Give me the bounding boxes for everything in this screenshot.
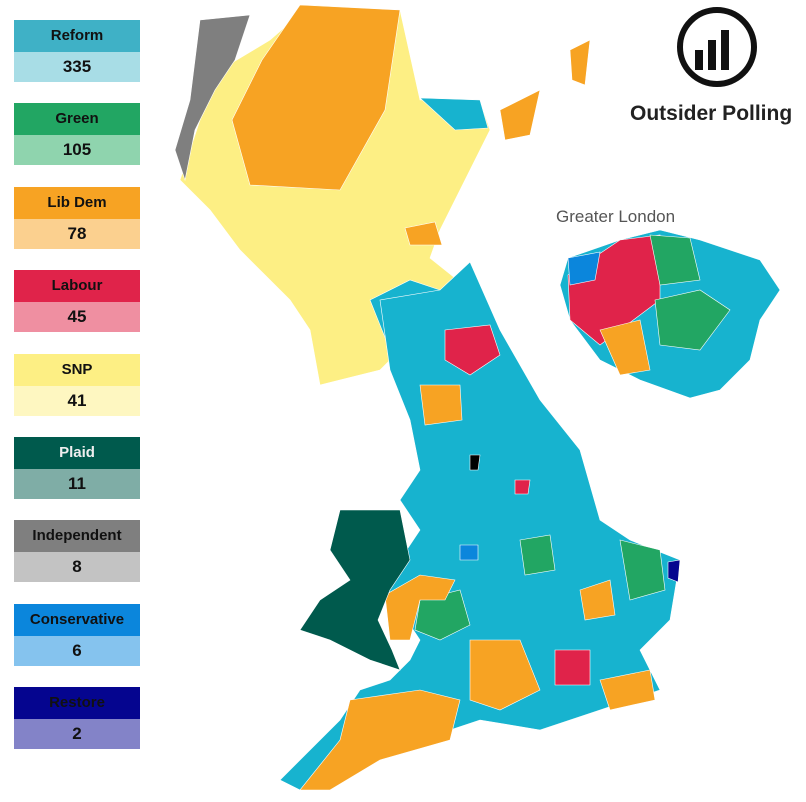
legend-seats: 8 bbox=[14, 552, 140, 583]
legend-seats: 105 bbox=[14, 135, 140, 166]
legend-seats: 335 bbox=[14, 52, 140, 82]
legend-item: Green 105 bbox=[14, 103, 140, 166]
legend-seats: 2 bbox=[14, 719, 140, 750]
legend-party: Independent bbox=[14, 520, 140, 553]
legend-party: Plaid bbox=[14, 437, 140, 469]
legend-item: Restore 2 bbox=[14, 687, 140, 750]
legend-item: Lib Dem 78 bbox=[14, 186, 140, 249]
legend-item: Plaid 11 bbox=[14, 437, 140, 499]
logo-icon bbox=[677, 7, 757, 87]
inset-label: Greater London bbox=[556, 207, 676, 226]
legend-item: SNP 41 bbox=[14, 353, 140, 416]
legend-seats: 6 bbox=[14, 635, 140, 666]
legend-item: Independent 8 bbox=[14, 520, 140, 583]
legend-item: Conservative 6 bbox=[14, 603, 140, 666]
legend-party: Restore bbox=[14, 687, 140, 720]
legend-item: Labour 45 bbox=[14, 270, 140, 333]
logo-text: Outsider Polling bbox=[630, 102, 793, 125]
legend-party: Reform bbox=[14, 20, 140, 52]
legend-seats: 45 bbox=[14, 302, 140, 333]
legend-seats: 11 bbox=[14, 469, 140, 499]
legend-item: Reform 335 bbox=[14, 20, 140, 82]
map-regions bbox=[174, 4, 781, 791]
legend-party: SNP bbox=[14, 353, 140, 386]
legend-party: Lib Dem bbox=[14, 186, 140, 219]
legend-party: Labour bbox=[14, 270, 140, 303]
legend-seats: 78 bbox=[14, 218, 140, 249]
legend-party: Green bbox=[14, 103, 140, 136]
legend-seats: 41 bbox=[14, 385, 140, 416]
legend-party: Conservative bbox=[14, 603, 140, 636]
